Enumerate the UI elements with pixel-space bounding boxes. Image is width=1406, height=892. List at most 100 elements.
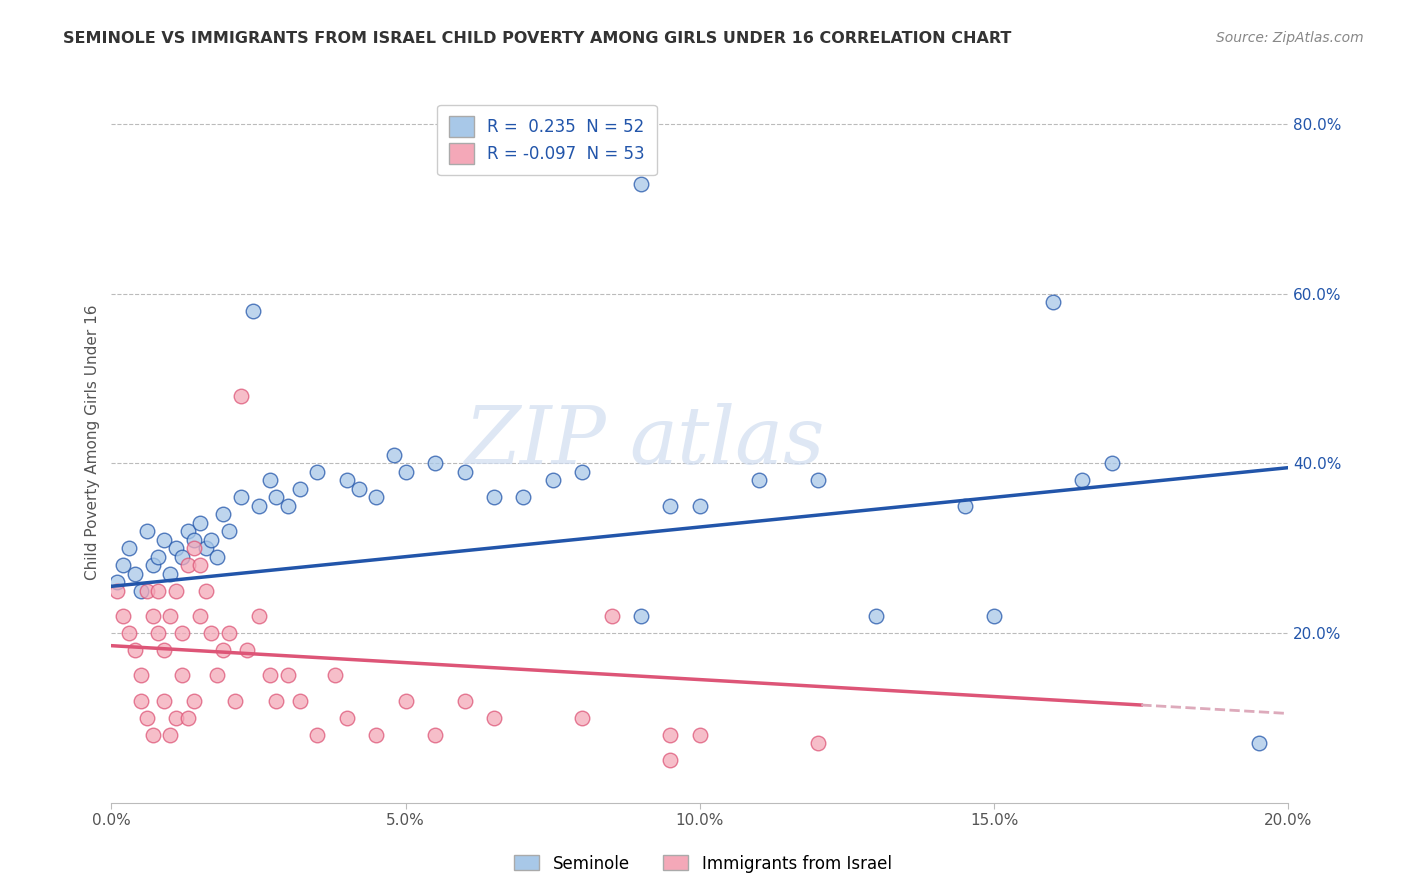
Point xyxy=(170,668,193,682)
Point xyxy=(159,609,181,624)
Point xyxy=(142,558,165,573)
Text: atlas: atlas xyxy=(630,403,825,481)
Point xyxy=(259,474,281,488)
Point xyxy=(865,609,887,624)
Point xyxy=(689,728,711,742)
Point xyxy=(129,583,152,598)
Point xyxy=(600,609,623,624)
Point xyxy=(177,711,200,725)
Point xyxy=(170,626,193,640)
Point xyxy=(512,491,534,505)
Point xyxy=(153,533,176,547)
Point xyxy=(118,541,141,556)
Point xyxy=(218,524,240,539)
Point xyxy=(159,728,181,742)
Point xyxy=(105,583,128,598)
Point xyxy=(142,609,165,624)
Point xyxy=(129,694,152,708)
Point xyxy=(118,626,141,640)
Point xyxy=(659,728,682,742)
Point xyxy=(630,609,652,624)
Point xyxy=(323,668,346,682)
Point xyxy=(1247,736,1270,750)
Y-axis label: Child Poverty Among Girls Under 16: Child Poverty Among Girls Under 16 xyxy=(86,304,100,580)
Point xyxy=(366,728,388,742)
Point xyxy=(207,668,229,682)
Point xyxy=(124,643,146,657)
Point xyxy=(264,491,287,505)
Text: SEMINOLE VS IMMIGRANTS FROM ISRAEL CHILD POVERTY AMONG GIRLS UNDER 16 CORRELATIO: SEMINOLE VS IMMIGRANTS FROM ISRAEL CHILD… xyxy=(63,31,1012,46)
Point xyxy=(1071,474,1094,488)
Point xyxy=(194,541,217,556)
Point xyxy=(207,549,229,564)
Point xyxy=(748,474,770,488)
Point xyxy=(170,549,193,564)
Point xyxy=(165,711,187,725)
Point xyxy=(807,474,830,488)
Point xyxy=(142,728,165,742)
Point xyxy=(135,524,157,539)
Point xyxy=(229,491,252,505)
Point xyxy=(1101,457,1123,471)
Point xyxy=(112,558,135,573)
Point xyxy=(382,448,405,462)
Point xyxy=(148,626,170,640)
Point xyxy=(200,533,222,547)
Point xyxy=(247,499,270,513)
Point xyxy=(165,583,187,598)
Legend: Seminole, Immigrants from Israel: Seminole, Immigrants from Israel xyxy=(508,848,898,880)
Point xyxy=(105,575,128,590)
Point xyxy=(159,566,181,581)
Point xyxy=(571,465,593,479)
Point xyxy=(659,753,682,767)
Point xyxy=(336,711,359,725)
Point xyxy=(153,694,176,708)
Legend: R =  0.235  N = 52, R = -0.097  N = 53: R = 0.235 N = 52, R = -0.097 N = 53 xyxy=(437,104,657,176)
Point xyxy=(183,533,205,547)
Text: ZIP: ZIP xyxy=(464,403,606,481)
Point xyxy=(212,643,235,657)
Point xyxy=(630,177,652,191)
Point xyxy=(224,694,246,708)
Point xyxy=(807,736,830,750)
Point xyxy=(423,457,446,471)
Point xyxy=(983,609,1005,624)
Point xyxy=(135,583,157,598)
Point xyxy=(395,465,418,479)
Point xyxy=(288,482,311,496)
Point xyxy=(1042,295,1064,310)
Point xyxy=(423,728,446,742)
Point xyxy=(112,609,135,624)
Point xyxy=(366,491,388,505)
Point xyxy=(395,694,418,708)
Point xyxy=(247,609,270,624)
Point xyxy=(212,508,235,522)
Point xyxy=(347,482,370,496)
Point xyxy=(129,668,152,682)
Point xyxy=(453,694,475,708)
Point xyxy=(307,465,329,479)
Point xyxy=(264,694,287,708)
Point xyxy=(307,728,329,742)
Point xyxy=(148,583,170,598)
Point xyxy=(148,549,170,564)
Point xyxy=(200,626,222,640)
Point xyxy=(953,499,976,513)
Point xyxy=(242,303,264,318)
Point xyxy=(259,668,281,682)
Point xyxy=(482,711,505,725)
Point xyxy=(336,474,359,488)
Point xyxy=(188,516,211,530)
Point xyxy=(453,465,475,479)
Point xyxy=(659,499,682,513)
Point xyxy=(482,491,505,505)
Point xyxy=(218,626,240,640)
Point xyxy=(135,711,157,725)
Point xyxy=(183,694,205,708)
Point xyxy=(689,499,711,513)
Point xyxy=(277,668,299,682)
Point xyxy=(188,609,211,624)
Point xyxy=(277,499,299,513)
Text: Source: ZipAtlas.com: Source: ZipAtlas.com xyxy=(1216,31,1364,45)
Point xyxy=(229,388,252,402)
